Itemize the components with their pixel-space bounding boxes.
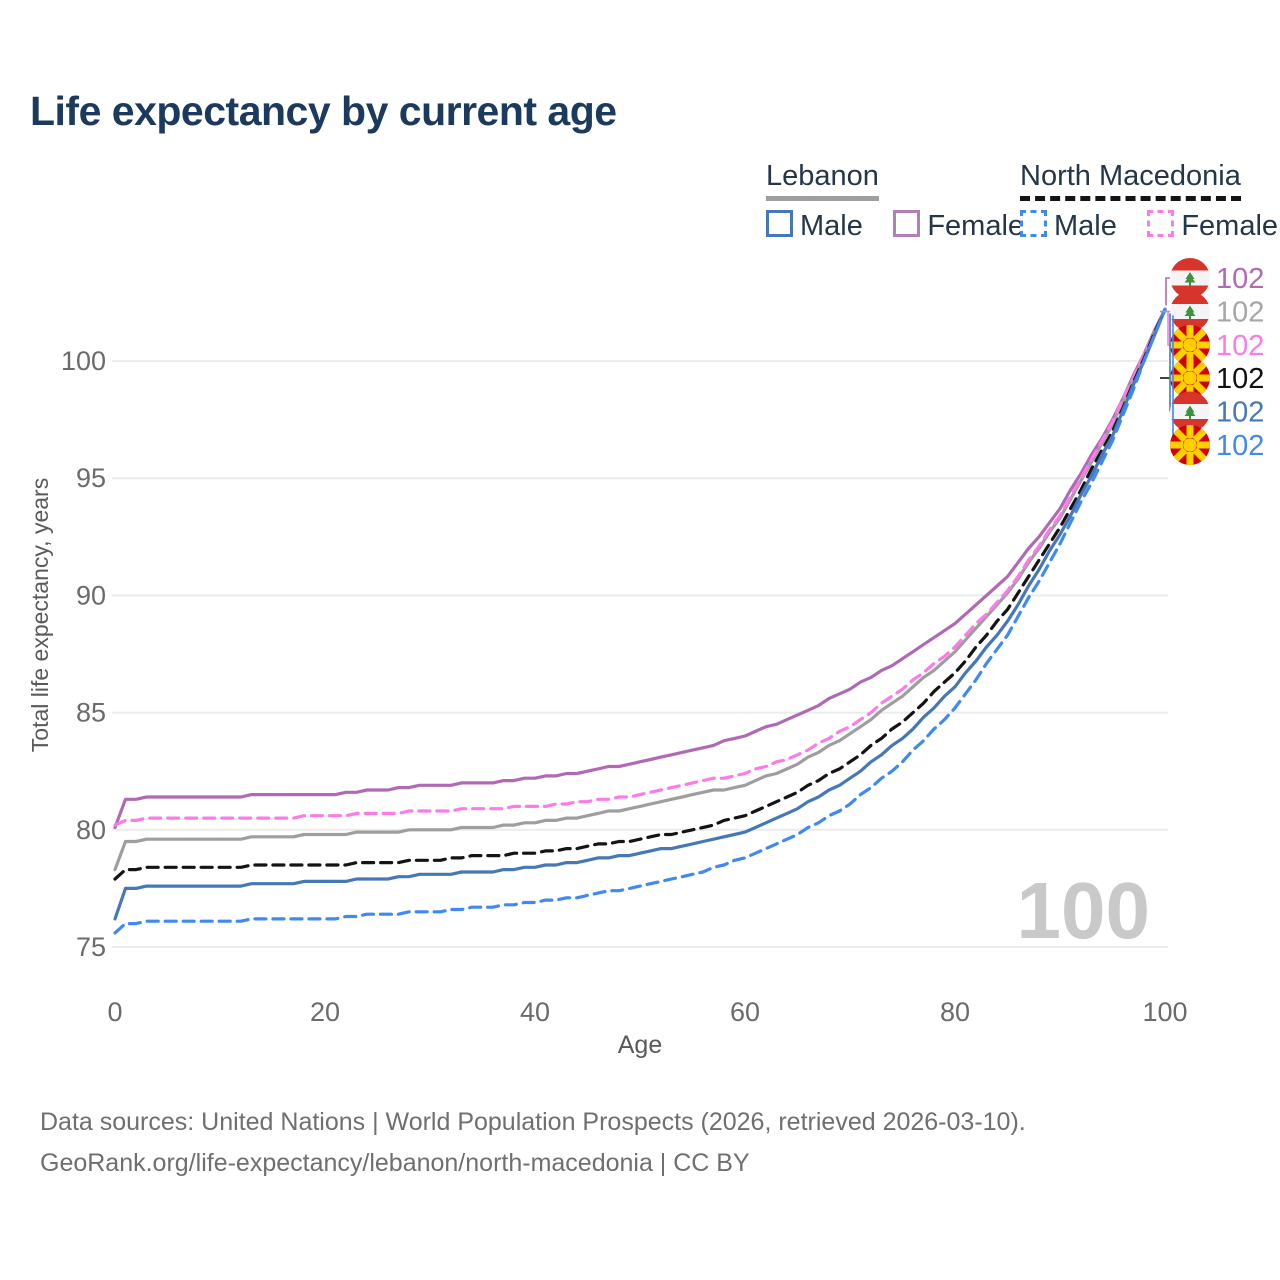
north-macedonia-flag-icon bbox=[1170, 425, 1210, 465]
legend-swatch-lebanon-female bbox=[893, 210, 921, 237]
end-value-label: 102 bbox=[1216, 263, 1264, 295]
legend-group-underlined-title[interactable]: Lebanon bbox=[766, 160, 879, 201]
series-line-north-macedonia-both-sexes[interactable] bbox=[113, 307, 1167, 881]
end-value-label: 102 bbox=[1216, 330, 1264, 362]
end-connector bbox=[1165, 277, 1170, 306]
legend-group-title: Lebanon bbox=[766, 160, 879, 192]
footer-attribution: GeoRank.org/life-expectancy/lebanon/nort… bbox=[40, 1149, 750, 1177]
legend-item-lebanon-male[interactable]: Male bbox=[766, 210, 863, 243]
chart-title: Life expectancy by current age bbox=[30, 88, 617, 134]
legend: Lebanon Male Female North Macedonia Male… bbox=[0, 160, 1280, 243]
footer-data-sources: Data sources: United Nations | World Pop… bbox=[40, 1108, 1026, 1136]
end-value-label: 102 bbox=[1216, 430, 1264, 462]
legend-swatch-lebanon-male bbox=[766, 210, 793, 237]
y-tick-label: 100 bbox=[61, 346, 106, 376]
x-tick-label: 60 bbox=[730, 997, 760, 1027]
north-macedonia-flag-icon bbox=[1170, 358, 1210, 398]
legend-item-lebanon-female[interactable]: Female bbox=[893, 210, 1024, 243]
legend-item-north-macedonia-male[interactable]: Male bbox=[1020, 210, 1117, 243]
y-tick-label: 80 bbox=[76, 815, 106, 845]
x-axis-title: Age bbox=[618, 1031, 662, 1059]
y-tick-label: 85 bbox=[76, 698, 106, 728]
end-value-label: 102 bbox=[1216, 363, 1264, 395]
x-tick-label: 80 bbox=[940, 997, 970, 1027]
legend-group-north-macedonia: North Macedonia Male Female bbox=[1020, 160, 1280, 243]
legend-group-underlined-title[interactable]: North Macedonia bbox=[1020, 160, 1241, 201]
legend-item-north-macedonia-female[interactable]: Female bbox=[1147, 210, 1278, 243]
x-tick-label: 0 bbox=[107, 997, 122, 1027]
legend-group-lebanon: Lebanon Male Female bbox=[766, 160, 1050, 243]
x-tick-label: 20 bbox=[310, 997, 340, 1027]
north-macedonia-flag-icon bbox=[1170, 325, 1210, 365]
series-line-north-macedonia-male[interactable] bbox=[113, 307, 1167, 935]
y-tick-label: 75 bbox=[76, 932, 106, 962]
legend-item-label: Female bbox=[1181, 210, 1279, 242]
age-watermark: 100 bbox=[1017, 866, 1150, 955]
series-line-lebanon-female[interactable] bbox=[113, 307, 1167, 830]
legend-item-label: Male bbox=[1054, 210, 1117, 242]
life-expectancy-chart: 75 80 85 90 95 100 0 20 40 60 80 100 Age Total life e… bbox=[27, 258, 1264, 1059]
legend-group-title: North Macedonia bbox=[1020, 160, 1241, 192]
series-line-north-macedonia-female[interactable] bbox=[113, 307, 1167, 827]
legend-swatch-north-macedonia-female bbox=[1147, 210, 1175, 237]
end-value-label: 102 bbox=[1216, 297, 1264, 329]
y-tick-label: 95 bbox=[76, 463, 106, 493]
legend-swatch-north-macedonia-male bbox=[1020, 210, 1047, 237]
series-line-lebanon-male[interactable] bbox=[113, 307, 1167, 921]
y-axis-title: Total life expectancy, years bbox=[27, 478, 53, 752]
x-tick-label: 100 bbox=[1142, 997, 1187, 1027]
legend-item-label: Female bbox=[927, 210, 1025, 242]
y-tick-label: 90 bbox=[76, 580, 106, 610]
series-line-lebanon-both-sexes[interactable] bbox=[113, 307, 1167, 872]
legend-item-label: Male bbox=[800, 210, 863, 242]
end-value-label: 102 bbox=[1216, 397, 1264, 429]
x-tick-label: 40 bbox=[520, 997, 550, 1027]
